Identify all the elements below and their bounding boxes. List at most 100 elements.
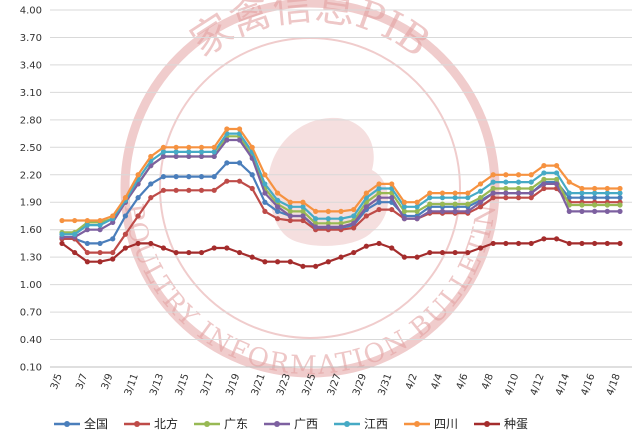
- data-point: [490, 240, 496, 247]
- data-point: [439, 249, 446, 256]
- data-point: [186, 174, 192, 180]
- y-tick-label: 3.40: [20, 60, 42, 71]
- series-6: [59, 236, 623, 269]
- data-point: [579, 185, 585, 192]
- data-point: [198, 149, 205, 155]
- data-point: [262, 172, 268, 178]
- data-point: [503, 179, 509, 185]
- y-tick-label: 1.60: [20, 225, 42, 236]
- data-point: [553, 181, 560, 187]
- data-point: [148, 153, 154, 160]
- series-3: [59, 137, 623, 240]
- legend-item: 全国: [54, 416, 108, 431]
- data-point: [439, 208, 446, 214]
- legend-label: 北方: [154, 416, 178, 431]
- data-point: [553, 176, 560, 182]
- data-point: [186, 249, 192, 256]
- y-tick-label: 1.90: [20, 198, 42, 209]
- data-point: [515, 240, 522, 247]
- data-point: [389, 195, 395, 201]
- data-point: [186, 187, 192, 193]
- data-point: [262, 199, 268, 205]
- data-point: [579, 202, 585, 208]
- legend-item: 种蛋: [474, 417, 528, 431]
- data-point: [300, 217, 306, 224]
- data-point: [224, 137, 230, 143]
- data-point: [452, 195, 458, 201]
- data-point: [173, 174, 179, 180]
- x-tick-label: 3/9: [100, 372, 116, 391]
- data-point: [198, 187, 205, 193]
- data-point: [300, 213, 306, 219]
- data-point: [211, 153, 217, 160]
- legend: 全国 北方 广东 广西 江西 四川 种蛋: [54, 416, 528, 431]
- data-point: [249, 172, 255, 178]
- data-point: [274, 204, 281, 210]
- data-point: [198, 153, 205, 160]
- y-tick-label: 0.10: [20, 363, 42, 374]
- data-point: [84, 259, 90, 265]
- data-point: [401, 254, 408, 260]
- data-point: [135, 195, 141, 201]
- data-point: [351, 206, 357, 213]
- data-point: [427, 208, 433, 214]
- data-point: [541, 236, 547, 242]
- data-point: [122, 231, 129, 237]
- data-point: [566, 190, 572, 196]
- data-point: [173, 144, 179, 150]
- x-tick-label: 4/6: [455, 372, 471, 391]
- legend-label: 江西: [364, 417, 388, 431]
- data-point: [414, 208, 420, 214]
- y-tick-label: 2.80: [20, 115, 42, 126]
- x-tick-label: 3/11: [123, 372, 141, 397]
- data-point: [351, 249, 357, 256]
- data-point: [338, 254, 344, 260]
- data-point: [249, 144, 255, 150]
- y-tick-label: 2.50: [20, 143, 42, 154]
- data-point: [84, 249, 90, 256]
- data-point: [325, 259, 331, 265]
- x-tick-label: 3/7: [74, 372, 90, 391]
- data-point: [604, 202, 610, 208]
- data-point: [262, 190, 268, 196]
- data-point: [490, 179, 496, 185]
- data-point: [414, 254, 420, 260]
- data-point: [84, 217, 90, 224]
- data-point: [617, 195, 623, 201]
- y-tick-label: 2.20: [20, 170, 42, 181]
- x-tick-label: 3/5: [49, 372, 65, 391]
- data-point: [452, 208, 458, 214]
- data-point: [477, 204, 484, 210]
- data-point: [97, 249, 103, 256]
- data-point: [376, 195, 382, 201]
- data-point: [389, 206, 395, 213]
- legend-marker: [484, 421, 490, 427]
- data-point: [376, 240, 382, 247]
- legend-marker: [204, 421, 210, 427]
- data-point: [110, 213, 116, 219]
- data-point: [389, 181, 395, 187]
- data-point: [376, 206, 382, 213]
- y-tick-label: 0.70: [20, 308, 42, 319]
- data-point: [515, 190, 522, 196]
- legend-item: 广东: [194, 417, 248, 431]
- data-point: [97, 240, 103, 247]
- data-point: [351, 220, 357, 226]
- legend-item: 四川: [404, 417, 458, 431]
- data-point: [84, 240, 90, 247]
- data-point: [160, 187, 167, 193]
- data-point: [211, 187, 217, 193]
- data-point: [84, 227, 90, 233]
- data-point: [313, 216, 319, 222]
- data-point: [300, 263, 306, 269]
- data-point: [173, 153, 179, 160]
- data-point: [541, 176, 547, 182]
- data-point: [262, 181, 268, 187]
- data-point: [287, 199, 293, 205]
- data-point: [325, 220, 331, 226]
- legend-label: 种蛋: [504, 417, 528, 431]
- data-point: [427, 201, 433, 207]
- data-point: [592, 208, 598, 214]
- data-point: [122, 245, 129, 251]
- data-point: [300, 199, 306, 205]
